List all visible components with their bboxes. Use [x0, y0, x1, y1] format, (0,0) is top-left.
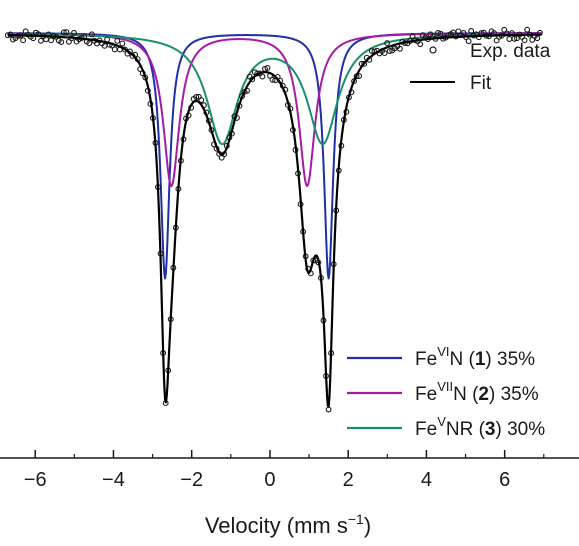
legend-label-fit: Fit	[470, 73, 492, 94]
x-tick-label: −6	[24, 469, 47, 491]
exp-data-point	[511, 35, 518, 42]
legend-top: Exp. data Fit	[410, 41, 551, 94]
exp-data-point	[86, 40, 93, 47]
exp-data-point	[465, 38, 472, 45]
x-tick-label: 4	[421, 469, 432, 491]
exp-data-point	[37, 37, 44, 44]
exp-data-point	[269, 76, 276, 83]
x-tick-label: −2	[180, 469, 203, 491]
plot-area	[4, 26, 543, 413]
x-axis-title: Velocity (mm s−1)	[205, 511, 371, 538]
x-tick-label: −4	[102, 469, 125, 491]
exp-data-point	[259, 73, 266, 80]
exp-data-point	[384, 40, 391, 47]
exp-data-point	[437, 30, 444, 37]
exp-data-point	[119, 40, 126, 47]
exp-data-point	[475, 34, 482, 41]
exp-data-point	[48, 37, 55, 44]
exp-data-point	[264, 64, 271, 71]
exp-data-point	[58, 39, 65, 46]
exp-data-point	[111, 46, 118, 53]
legend-bottom: FeVIN (1) 35% FeVIIN (2) 35% FeVNR (3) 3…	[347, 344, 545, 440]
x-tick-label: 0	[264, 469, 275, 491]
exp-data-point	[249, 76, 256, 83]
series-fit	[7, 33, 542, 408]
exp-data-point	[193, 94, 200, 100]
exp-data-point	[381, 50, 388, 57]
exp-data-point	[386, 48, 393, 55]
series-fe6n-1	[7, 32, 542, 280]
exp-data-point	[60, 29, 67, 36]
exp-data-point	[529, 36, 536, 43]
x-tick-label: 6	[499, 469, 510, 491]
exp-data-point	[521, 37, 528, 44]
x-tick-label: 2	[343, 469, 354, 491]
exp-data-point	[435, 29, 441, 36]
x-axis-ticks: −6 −4 −2 0 2 4 6	[24, 450, 545, 491]
legend-label-fe6n: FeVIN (1) 35%	[415, 344, 535, 370]
exp-data-point	[325, 406, 332, 413]
exp-data-point	[114, 37, 121, 44]
exp-data-point	[63, 29, 70, 36]
legend-label-fe5nr: FeVNR (3) 30%	[415, 414, 545, 440]
exp-data-point	[88, 31, 95, 38]
exp-data-point	[468, 28, 475, 34]
series-fe7n-2	[7, 32, 542, 188]
exp-data-point	[417, 41, 424, 48]
exp-data-point	[361, 60, 368, 67]
exp-data-point	[460, 29, 467, 36]
legend-label-fe7n: FeVIIN (2) 35%	[415, 379, 539, 405]
exp-data-point	[534, 35, 541, 42]
legend-marker-exp-data	[429, 46, 437, 54]
exp-data-point	[396, 45, 403, 52]
exp-data-point	[20, 37, 27, 44]
exp-data-point	[71, 29, 77, 36]
series-fe5nr-3	[7, 33, 542, 146]
exp-data-point	[524, 26, 531, 33]
legend-label-exp-data: Exp. data	[470, 41, 551, 62]
exp-data-point	[198, 97, 205, 104]
